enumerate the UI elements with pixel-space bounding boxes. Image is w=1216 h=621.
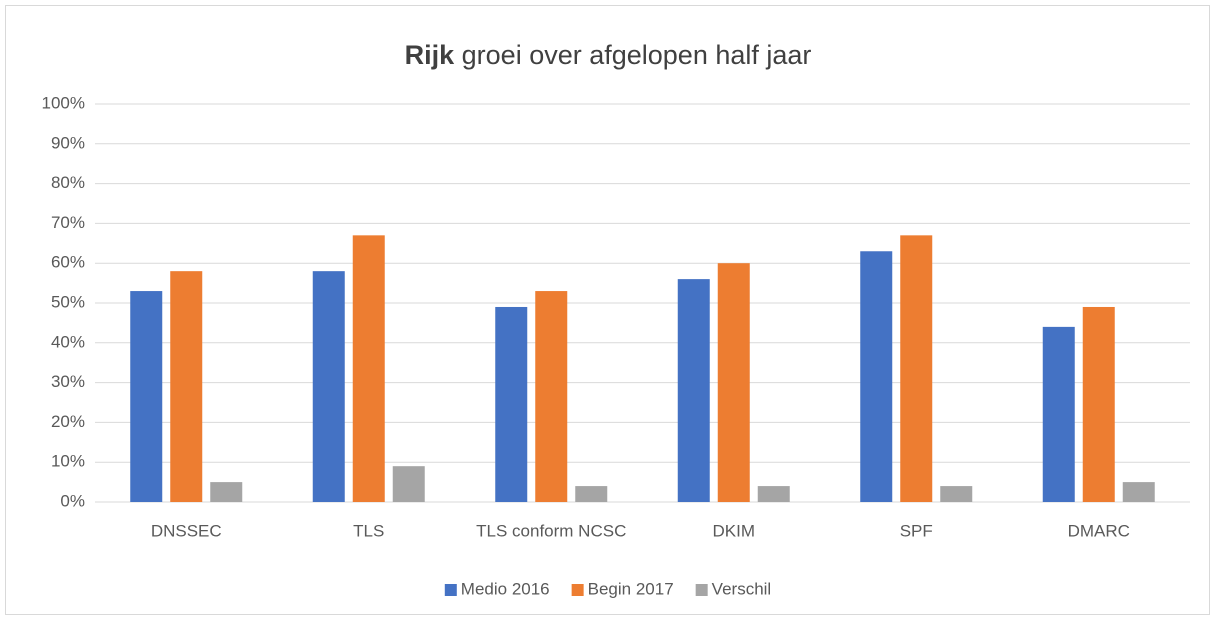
legend-swatch [571, 584, 584, 596]
chart-border [5, 5, 1210, 615]
x-tick-label: DMARC [1068, 521, 1130, 540]
bar [940, 486, 973, 502]
bar [1042, 326, 1075, 502]
bar [130, 291, 163, 502]
x-tick-label: DKIM [713, 521, 756, 540]
bar [717, 263, 750, 502]
x-tick-label: TLS [353, 521, 384, 540]
y-tick-label: 30% [51, 372, 85, 391]
y-tick-label: 70% [51, 213, 85, 232]
bar [575, 486, 608, 502]
y-tick-label: 20% [51, 412, 85, 431]
bar [535, 291, 568, 502]
x-tick-label: DNSSEC [151, 521, 222, 540]
legend-label: Verschil [712, 579, 772, 598]
legend-swatch [695, 584, 708, 596]
legend-swatch [444, 584, 457, 596]
chart-title: Rijk groei over afgelopen half jaar [405, 40, 812, 70]
title-bold: Rijk [405, 40, 456, 70]
legend-label: Medio 2016 [461, 579, 550, 598]
y-tick-label: 0% [60, 491, 85, 510]
bar [1122, 482, 1155, 502]
bar [352, 235, 385, 502]
bar [312, 271, 345, 502]
bar [1082, 306, 1115, 502]
y-tick-label: 80% [51, 173, 85, 192]
y-tick-label: 50% [51, 292, 85, 311]
y-tick-label: 60% [51, 253, 85, 272]
bar [757, 486, 790, 502]
bar [392, 466, 425, 502]
bar [495, 306, 528, 502]
title-rest [454, 40, 462, 70]
legend-label: Begin 2017 [588, 579, 674, 598]
legend: Medio 2016 Begin 2017 Verschil [444, 579, 772, 598]
x-tick-label: SPF [900, 521, 933, 540]
bar [210, 482, 243, 502]
y-tick-label: 90% [51, 133, 85, 152]
bar [170, 271, 203, 502]
x-tick-label: TLS conform NCSC [476, 521, 626, 540]
title-text: groei over afgelopen half jaar [462, 40, 812, 70]
bar [900, 235, 933, 502]
bar [860, 251, 893, 502]
y-tick-label: 10% [51, 452, 85, 471]
y-tick-label: 40% [51, 332, 85, 351]
y-tick-label: 100% [42, 93, 85, 112]
bar [677, 279, 710, 502]
